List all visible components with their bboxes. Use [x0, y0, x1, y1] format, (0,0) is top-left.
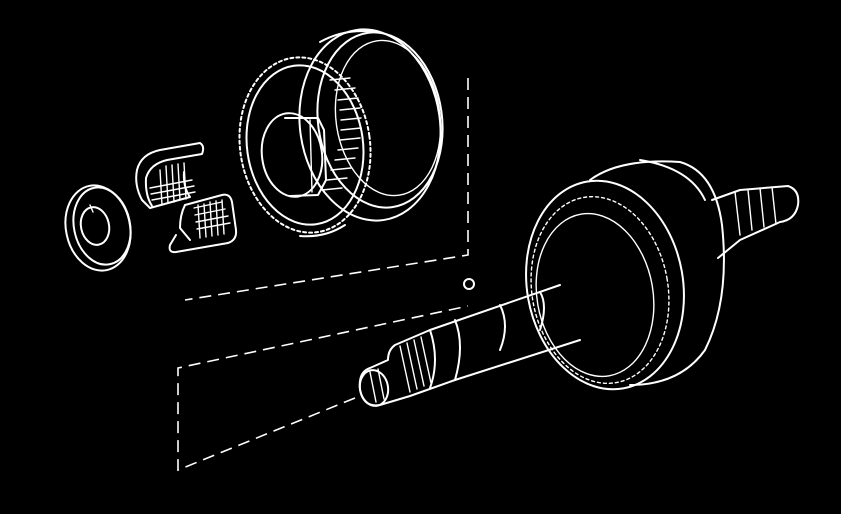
assembly-guide-lines: [177, 78, 469, 472]
output-shaft-assembly: [358, 159, 800, 407]
check-ball: [463, 278, 475, 290]
split-needle-bearing-lower: [168, 193, 238, 254]
thrust-washer: [64, 184, 132, 272]
clutch-drum: [238, 28, 444, 238]
split-needle-bearing-upper: [135, 142, 205, 209]
